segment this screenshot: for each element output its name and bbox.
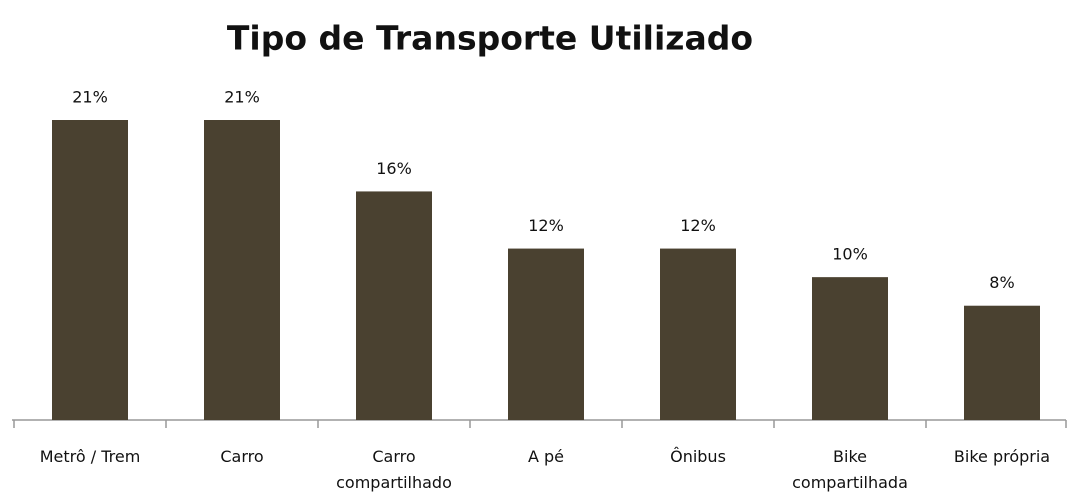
bar <box>964 305 1040 420</box>
x-tick-label: Carro <box>220 447 264 466</box>
value-label: 16% <box>376 159 412 178</box>
value-label: 10% <box>832 245 868 264</box>
x-tick-label: A pé <box>527 447 565 466</box>
x-tick-label: Metrô / Trem <box>39 447 141 466</box>
bar <box>812 277 888 420</box>
x-tick-label: Ônibus <box>670 447 726 466</box>
value-label: 21% <box>224 88 260 107</box>
x-tick-label: Carro compartilhado <box>336 447 452 492</box>
value-label: 21% <box>72 88 108 107</box>
x-tick-label: Bike própria <box>953 447 1051 466</box>
bar <box>52 120 128 420</box>
bar <box>660 248 736 420</box>
chart-title: Tipo de Transporte Utilizado <box>227 19 753 58</box>
bar <box>204 120 280 420</box>
bar <box>356 191 432 420</box>
value-label: 12% <box>680 216 716 235</box>
value-label: 12% <box>528 216 564 235</box>
x-tick-label: Bike compartilhada <box>792 447 908 492</box>
value-label: 8% <box>989 273 1014 292</box>
bar <box>508 248 584 420</box>
